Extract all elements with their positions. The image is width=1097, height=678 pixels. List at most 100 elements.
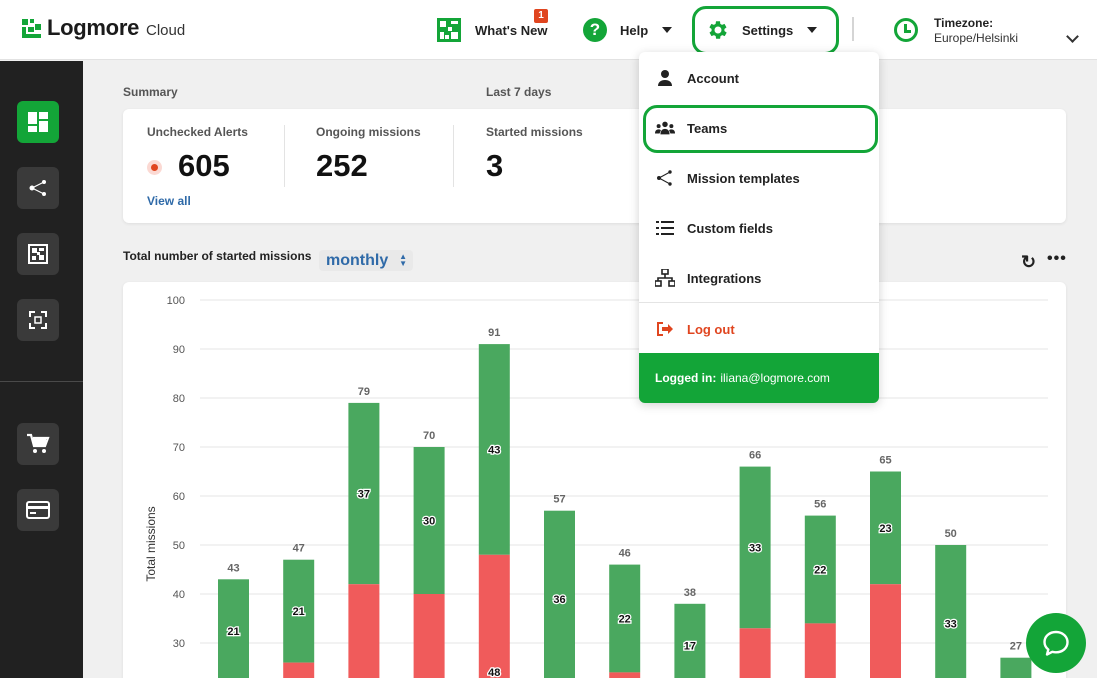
- bar-inner-label: 21: [293, 606, 305, 618]
- y-tick-label: 30: [173, 638, 185, 650]
- logged-in-user: iliana@logmore.com: [720, 371, 830, 385]
- y-tick-label: 100: [167, 295, 185, 307]
- settings-label: Settings: [742, 22, 794, 38]
- qr-code-icon: [28, 244, 48, 264]
- top-bar: Logmore Cloud What's New 1 ? Help Settin…: [0, 0, 1097, 60]
- bar-total-label: 91: [488, 327, 500, 339]
- chart-card: 30 40 50 60 70 80 90 100 Total missions 43 47 79 70 9…: [123, 282, 1066, 678]
- y-tick-label: 80: [173, 393, 185, 405]
- refresh-icon[interactable]: ↻: [1021, 252, 1037, 272]
- timezone-selector[interactable]: Timezone: Europe/Helsinki: [894, 0, 1018, 60]
- bar-total-label: 47: [293, 543, 305, 555]
- menu-item-custom-fields[interactable]: Custom fields: [639, 203, 879, 253]
- help-icon: ?: [583, 18, 607, 42]
- sidebar-item-missions[interactable]: [17, 167, 59, 209]
- bar-total-label: 46: [619, 548, 631, 560]
- bar-segment-green: [413, 447, 445, 594]
- menu-item-label: Custom fields: [687, 220, 773, 236]
- bar-segment-green: [283, 559, 315, 663]
- timezone-label: Timezone:: [934, 15, 994, 30]
- bar-total-label: 56: [814, 499, 826, 511]
- help-label: Help: [620, 22, 649, 38]
- select-arrows-icon: ▲ ▼: [399, 252, 407, 268]
- bar-inner-label: 23: [879, 523, 891, 535]
- logged-in-footer: Logged in: iliana@logmore.com: [639, 353, 879, 403]
- sidebar-item-shop[interactable]: [17, 423, 59, 465]
- sidebar: [0, 61, 83, 678]
- menu-item-teams[interactable]: Teams: [639, 103, 879, 153]
- whats-new-label: What's New: [475, 22, 548, 38]
- logo-mark-icon: [22, 18, 41, 38]
- stat-divider: [453, 125, 454, 187]
- bar-total-label: 43: [227, 562, 239, 574]
- view-all-link[interactable]: View all: [147, 194, 191, 208]
- y-axis-label: Total missions: [144, 506, 158, 581]
- menu-item-account[interactable]: Account: [639, 53, 879, 103]
- stat-unchecked-alerts[interactable]: Unchecked Alerts 605: [147, 125, 248, 184]
- brand-sub: Cloud: [146, 22, 186, 39]
- bar-total-label: 57: [553, 494, 565, 506]
- chevron-down-icon: [807, 27, 818, 33]
- logout-label: Log out: [687, 321, 735, 337]
- bar-inner-label: 21: [227, 626, 239, 638]
- chevron-down-icon[interactable]: [1066, 30, 1079, 43]
- bar-total-label: 65: [879, 455, 891, 467]
- menu-item-label: Integrations: [687, 270, 762, 286]
- share-nodes-icon: [29, 180, 46, 196]
- cart-icon: [27, 433, 50, 453]
- bar-segment-red: [870, 584, 901, 678]
- stat-started-missions[interactable]: Started missions 3: [486, 125, 583, 184]
- menu-item-label: Teams: [687, 120, 728, 136]
- sidebar-item-scan[interactable]: [17, 299, 59, 341]
- bar-total-label: 38: [684, 587, 696, 599]
- help-menu[interactable]: ? Help: [583, 0, 673, 60]
- menu-item-logout[interactable]: Log out: [639, 304, 879, 354]
- menu-item-integrations[interactable]: Integrations: [639, 253, 879, 303]
- chat-bubble-icon: [1043, 630, 1069, 656]
- gear-icon: [709, 21, 727, 39]
- bar-segment-red: [804, 623, 836, 678]
- bar-segment-green: [544, 510, 575, 678]
- bar-segment-red: [413, 594, 445, 678]
- bar-segment-red: [348, 584, 380, 678]
- list-icon: [655, 218, 675, 238]
- bar-segment-green: [609, 564, 641, 673]
- sidebar-item-qr-codes[interactable]: [17, 233, 59, 275]
- period-select[interactable]: monthly ▲ ▼: [319, 250, 413, 271]
- menu-item-mission-templates[interactable]: Mission templates: [639, 153, 879, 203]
- bar-segment-green: [218, 579, 249, 678]
- bar-total-label: 79: [358, 386, 370, 398]
- bar-inner-label: 30: [423, 516, 435, 528]
- summary-label: Summary: [123, 85, 178, 99]
- bar-inner-label: 48: [488, 667, 500, 678]
- credit-card-icon: [26, 501, 50, 519]
- bar-inner-label: 17: [684, 640, 696, 652]
- stat-value: 3: [486, 148, 504, 183]
- period-select-value: monthly: [326, 252, 389, 269]
- y-tick-label: 70: [173, 442, 185, 454]
- sidebar-item-billing[interactable]: [17, 489, 59, 531]
- bar-inner-label: 33: [945, 619, 957, 631]
- whats-new-badge: 1: [534, 9, 548, 23]
- chevron-down-icon: [662, 27, 673, 33]
- settings-menu[interactable]: Settings: [706, 0, 818, 60]
- whats-new-button[interactable]: What's New: [437, 0, 547, 60]
- chat-button[interactable]: [1026, 613, 1086, 673]
- stat-ongoing-missions[interactable]: Ongoing missions 252: [316, 125, 421, 184]
- brand-name: Logmore: [47, 15, 140, 40]
- sidebar-item-dashboard[interactable]: [17, 101, 59, 143]
- y-tick-label: 50: [173, 540, 185, 552]
- user-icon: [655, 68, 675, 88]
- bar-segment-green: [348, 402, 380, 585]
- stat-value: 605: [178, 148, 230, 183]
- stat-label: Started missions: [486, 125, 583, 139]
- bar-inner-label: 33: [749, 542, 761, 554]
- teams-highlight: [643, 105, 878, 153]
- share-nodes-icon: [655, 168, 675, 188]
- alert-dot-icon: [147, 160, 162, 176]
- logo[interactable]: Logmore Cloud: [22, 15, 185, 41]
- more-options-icon[interactable]: •••: [1047, 250, 1067, 267]
- y-tick-label: 40: [173, 589, 185, 601]
- bar-inner-label: 37: [358, 489, 370, 501]
- bar-inner-label: 22: [619, 614, 631, 626]
